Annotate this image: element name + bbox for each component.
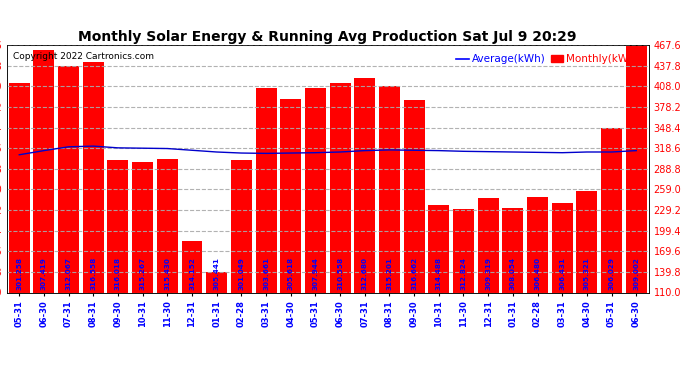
Text: Copyright 2022 Cartronics.com: Copyright 2022 Cartronics.com bbox=[13, 53, 155, 62]
Text: 309.002: 309.002 bbox=[633, 258, 639, 290]
Text: 315.430: 315.430 bbox=[164, 258, 170, 290]
Text: 314.152: 314.152 bbox=[189, 258, 195, 290]
Bar bbox=[305, 88, 326, 369]
Bar bbox=[527, 197, 548, 369]
Text: 301.258: 301.258 bbox=[17, 257, 22, 290]
Bar bbox=[58, 66, 79, 369]
Text: 309.319: 309.319 bbox=[485, 257, 491, 290]
Bar bbox=[181, 241, 202, 369]
Bar bbox=[132, 162, 153, 369]
Bar bbox=[453, 210, 474, 369]
Bar bbox=[330, 83, 351, 369]
Bar bbox=[601, 128, 622, 369]
Bar bbox=[404, 100, 424, 369]
Text: 305.618: 305.618 bbox=[288, 257, 294, 290]
Bar bbox=[83, 62, 104, 369]
Text: 316.018: 316.018 bbox=[115, 257, 121, 290]
Bar bbox=[157, 159, 178, 369]
Bar bbox=[280, 99, 302, 369]
Bar bbox=[206, 272, 227, 369]
Bar bbox=[33, 50, 55, 369]
Bar bbox=[428, 205, 449, 369]
Text: 307.419: 307.419 bbox=[41, 258, 47, 290]
Legend: Average(kWh), Monthly(kWh): Average(kWh), Monthly(kWh) bbox=[452, 50, 643, 69]
Title: Monthly Solar Energy & Running Avg Production Sat Jul 9 20:29: Monthly Solar Energy & Running Avg Produ… bbox=[79, 30, 577, 44]
Bar bbox=[576, 192, 598, 369]
Bar bbox=[9, 83, 30, 369]
Text: 306.480: 306.480 bbox=[535, 257, 540, 290]
Text: 308.054: 308.054 bbox=[510, 257, 516, 290]
Bar bbox=[502, 208, 523, 369]
Text: 303.661: 303.661 bbox=[263, 257, 269, 290]
Bar bbox=[255, 88, 277, 369]
Text: 305.321: 305.321 bbox=[584, 258, 590, 290]
Bar bbox=[379, 86, 400, 369]
Bar bbox=[552, 202, 573, 369]
Text: 316.558: 316.558 bbox=[90, 257, 97, 290]
Text: 301.049: 301.049 bbox=[238, 258, 244, 290]
Bar bbox=[108, 160, 128, 369]
Text: 314.488: 314.488 bbox=[436, 257, 442, 290]
Text: 306.431: 306.431 bbox=[559, 258, 565, 290]
Text: 310.558: 310.558 bbox=[337, 257, 343, 290]
Text: 315.201: 315.201 bbox=[386, 258, 393, 290]
Text: 305.441: 305.441 bbox=[214, 258, 219, 290]
Text: 315.267: 315.267 bbox=[139, 257, 146, 290]
Text: 316.662: 316.662 bbox=[411, 257, 417, 290]
Bar bbox=[354, 78, 375, 369]
Text: 307.944: 307.944 bbox=[313, 258, 318, 290]
Bar bbox=[477, 198, 499, 369]
Text: 312.067: 312.067 bbox=[66, 258, 72, 290]
Text: 306.029: 306.029 bbox=[609, 257, 615, 290]
Text: 312.680: 312.680 bbox=[362, 257, 368, 290]
Bar bbox=[626, 45, 647, 369]
Bar bbox=[231, 160, 252, 369]
Text: 312.824: 312.824 bbox=[460, 258, 466, 290]
